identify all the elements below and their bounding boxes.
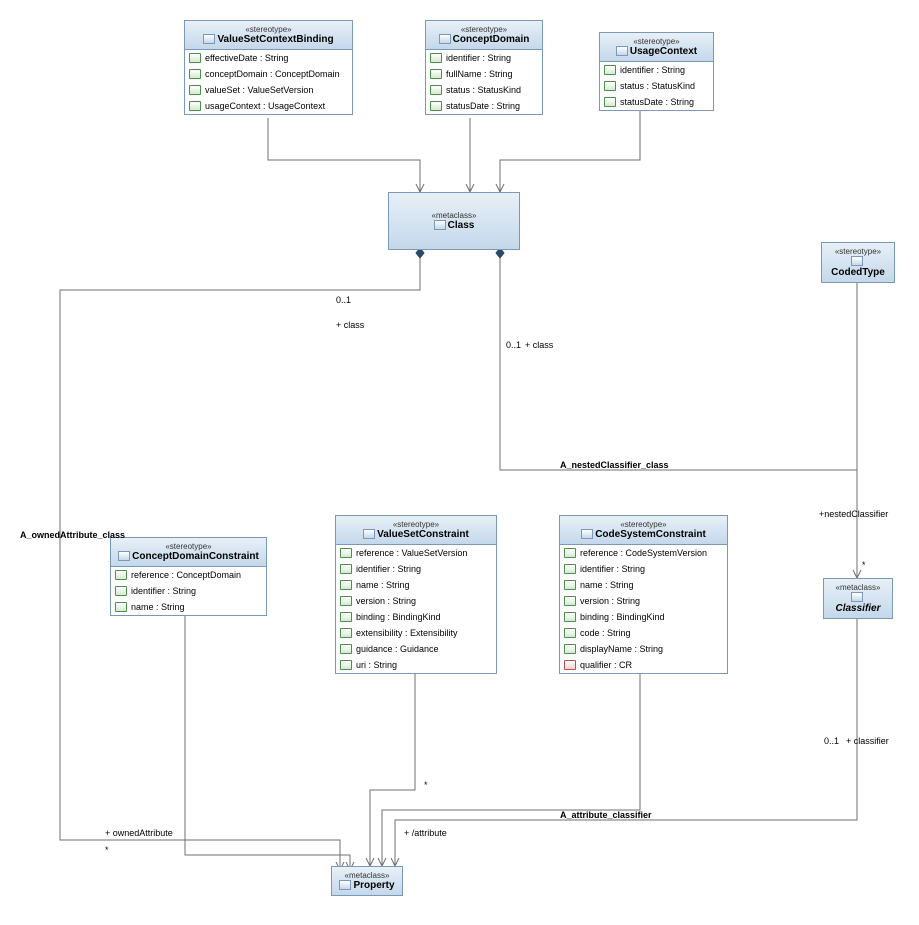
role-class-b: + class: [525, 340, 553, 350]
assoc-attrclass: A_attribute_classifier: [560, 810, 652, 820]
node-uc[interactable]: «stereotype» UsageContext identifier : S…: [599, 32, 714, 111]
assoc-nested: A_nestedClassifier_class: [560, 460, 669, 470]
node-body: effectiveDate : String conceptDomain : C…: [185, 50, 352, 114]
class-icon: [616, 46, 628, 56]
class-icon: [439, 34, 451, 44]
class-icon: [118, 551, 130, 561]
node-property[interactable]: «metaclass» Property: [331, 866, 403, 896]
class-icon: [339, 880, 351, 890]
node-header: «stereotype» ValueSetContextBinding: [185, 21, 352, 50]
class-icon: [581, 529, 593, 539]
mult-star-b: *: [105, 845, 109, 855]
class-icon: [203, 34, 215, 44]
role-slashattr: + /attribute: [404, 828, 447, 838]
node-vsc[interactable]: «stereotype» ValueSetConstraint referenc…: [335, 515, 497, 674]
mult-star-c: *: [862, 560, 866, 570]
mult-01-b: 0..1: [506, 340, 521, 350]
node-codedtype[interactable]: «stereotype» CodedType: [821, 242, 895, 283]
node-classifier[interactable]: «metaclass» Classifier: [823, 578, 893, 619]
node-cdc[interactable]: «stereotype» ConceptDomainConstraint ref…: [110, 537, 267, 616]
node-csc[interactable]: «stereotype» CodeSystemConstraint refere…: [559, 515, 728, 674]
role-ownedattr: + ownedAttribute: [105, 828, 173, 838]
class-icon: [851, 256, 863, 266]
role-nestedclassifier: +nestedClassifier: [819, 509, 888, 519]
class-icon: [851, 592, 863, 602]
assoc-owned: A_ownedAttribute_class: [20, 530, 125, 540]
mult-star-a: *: [424, 780, 428, 790]
mult-01-c: 0..1: [824, 736, 839, 746]
class-icon: [434, 220, 446, 230]
node-vscb[interactable]: «stereotype» ValueSetContextBinding effe…: [184, 20, 353, 115]
role-class-a: + class: [336, 320, 364, 330]
edges-layer: [0, 0, 919, 925]
mult-01-a: 0..1: [336, 295, 351, 305]
node-cd[interactable]: «stereotype» ConceptDomain identifier : …: [425, 20, 543, 115]
class-icon: [363, 529, 375, 539]
role-classifier: + classifier: [846, 736, 889, 746]
node-class[interactable]: «metaclass» Class: [388, 192, 520, 250]
